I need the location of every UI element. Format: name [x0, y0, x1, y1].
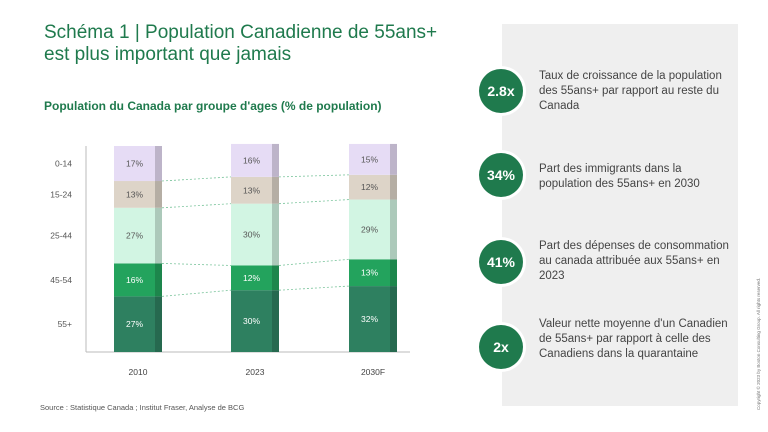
- connector-line: [161, 176, 232, 182]
- data-label: 16%: [243, 155, 260, 165]
- page-title: Schéma 1 | Population Canadienne de 55an…: [44, 22, 438, 65]
- bar-segment-edge: [155, 146, 162, 182]
- bar-segment-edge: [272, 290, 279, 352]
- row-label: 55+: [58, 319, 72, 329]
- data-label: 30%: [243, 316, 260, 326]
- bar-segment-edge: [390, 174, 397, 200]
- connector-line: [278, 258, 350, 266]
- bar-segment-edge: [272, 203, 279, 266]
- source-note: Source : Statistique Canada ; Institut F…: [40, 403, 245, 412]
- bar-segment-edge: [272, 265, 279, 291]
- row-label: 0-14: [55, 159, 72, 169]
- stat-badge-immigrants: 34%: [479, 153, 523, 197]
- connector-line: [161, 289, 232, 297]
- data-label: 29%: [361, 224, 378, 234]
- connector-line: [278, 174, 350, 178]
- bar-segment: [349, 286, 390, 352]
- bar-segment-edge: [155, 207, 162, 264]
- bar-segment: [349, 174, 390, 200]
- bar-segment: [114, 296, 155, 352]
- bar-segment-edge: [155, 181, 162, 208]
- bar-segment: [114, 263, 155, 297]
- bar-segment: [349, 199, 390, 260]
- row-label: 25-44: [50, 231, 72, 241]
- bar-segment: [114, 146, 155, 182]
- chart-heading: Population du Canada par groupe d'ages (…: [44, 99, 382, 113]
- bar-segment: [114, 207, 155, 264]
- stat-text-growth: Taux de croissance de la population des …: [539, 70, 722, 112]
- bar-segment-edge: [272, 143, 279, 177]
- stats-panel: [502, 24, 738, 406]
- bar-segment: [114, 181, 155, 208]
- bar-segment-edge: [390, 259, 397, 287]
- bar-segment-edge: [390, 286, 397, 352]
- x-tick-label: 2010: [129, 367, 148, 377]
- bar-segment: [231, 203, 272, 266]
- data-label: 15%: [361, 154, 378, 164]
- data-label: 17%: [126, 159, 143, 169]
- x-tick-label: 2023: [246, 367, 265, 377]
- stat-text-spending: Part des dépenses de consommation au can…: [539, 240, 729, 282]
- data-label: 13%: [126, 189, 143, 199]
- stat-text-networth: Valeur nette moyenne d'un Canadien de 55…: [539, 318, 728, 360]
- stat-badge-networth: 2x: [479, 325, 523, 369]
- data-label: 27%: [126, 319, 143, 329]
- connector-line: [278, 285, 350, 291]
- stat-text-immigrants: Part des immigrants dans la population d…: [539, 163, 700, 190]
- x-tick-label: 2030F: [361, 367, 385, 377]
- bar-segment: [231, 143, 272, 177]
- data-label: 13%: [361, 268, 378, 278]
- data-label: 32%: [361, 314, 378, 324]
- row-label: 15-24: [50, 189, 72, 199]
- bar-segment-edge: [272, 176, 279, 204]
- data-label: 12%: [361, 182, 378, 192]
- bar-segment-edge: [390, 199, 397, 260]
- stat-badge-growth: 2.8x: [479, 69, 523, 113]
- data-label: 12%: [243, 273, 260, 283]
- row-label: 45-54: [50, 275, 72, 285]
- connector-line: [161, 203, 232, 209]
- bar-segment: [349, 143, 390, 175]
- bar-segment: [231, 176, 272, 204]
- bar-segment-edge: [155, 263, 162, 297]
- connector-line: [278, 199, 350, 205]
- data-label: 27%: [126, 231, 143, 241]
- bar-segment: [349, 259, 390, 287]
- bar-segment-edge: [390, 143, 397, 175]
- data-label: 13%: [243, 185, 260, 195]
- bar-segment: [231, 290, 272, 352]
- stacked-bar-chart: 27% 16% 27% 13% 17% 2010 30% 12% 30% 13% 16% 2023 32…: [50, 143, 410, 377]
- data-label: 30%: [243, 230, 260, 240]
- bar-segment-edge: [155, 296, 162, 352]
- stat-badge-spending: 41%: [479, 240, 523, 284]
- bar-segment: [231, 265, 272, 291]
- data-label: 16%: [126, 275, 143, 285]
- copyright-note: Copyright © 2023 by Boston Consulting Gr…: [756, 277, 761, 410]
- connector-line: [161, 263, 232, 266]
